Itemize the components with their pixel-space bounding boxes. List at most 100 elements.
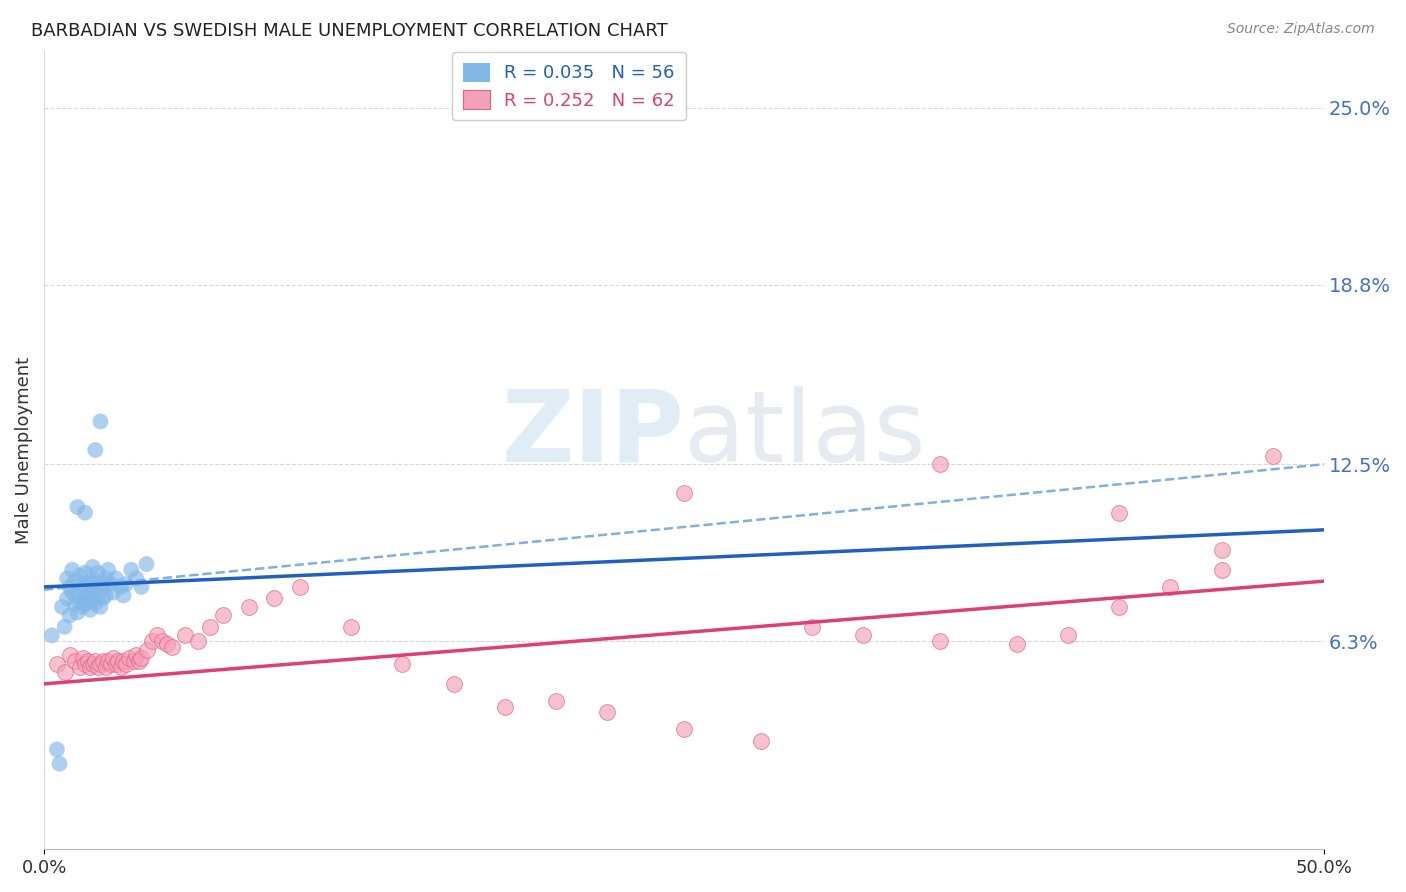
Point [84, 574, 107, 589]
Point [128, 654, 150, 668]
Point [141, 634, 163, 648]
Point [200, 620, 222, 634]
Point [263, 591, 285, 606]
Point [59, 580, 82, 594]
Point [117, 651, 139, 665]
Point [91, 654, 114, 668]
Point [1108, 599, 1130, 614]
Point [115, 577, 138, 591]
Point [91, 577, 114, 591]
Point [104, 571, 127, 585]
Point [494, 699, 516, 714]
Point [160, 640, 183, 654]
Point [1211, 563, 1233, 577]
Point [1159, 580, 1181, 594]
Point [1057, 628, 1080, 642]
Point [79, 574, 101, 589]
Point [110, 659, 132, 673]
Point [125, 571, 148, 585]
Point [94, 589, 117, 603]
Point [63, 574, 86, 589]
Point [66, 606, 89, 620]
Point [120, 563, 142, 577]
Point [75, 506, 97, 520]
Point [76, 580, 98, 594]
Point [929, 634, 952, 648]
Point [56, 571, 79, 585]
Point [852, 628, 875, 642]
Point [1108, 506, 1130, 520]
Point [89, 414, 111, 428]
Point [929, 457, 952, 471]
Point [131, 580, 153, 594]
Point [56, 591, 79, 606]
Point [1261, 449, 1284, 463]
Point [145, 628, 167, 642]
Legend: R = 0.035   N = 56, R = 0.252   N = 62: R = 0.035 N = 56, R = 0.252 N = 62 [451, 52, 686, 120]
Point [53, 620, 76, 634]
Point [340, 620, 363, 634]
Point [75, 566, 97, 580]
Point [82, 657, 104, 671]
Point [135, 642, 157, 657]
Point [41, 628, 63, 642]
Point [60, 563, 83, 577]
Point [45, 742, 67, 756]
Point [89, 580, 111, 594]
Point [53, 665, 76, 680]
Point [76, 591, 98, 606]
Point [89, 657, 111, 671]
Point [89, 599, 111, 614]
Point [288, 580, 311, 594]
Point [79, 603, 101, 617]
Point [84, 597, 107, 611]
Point [673, 723, 696, 737]
Point [115, 657, 138, 671]
Point [75, 597, 97, 611]
Point [45, 657, 67, 671]
Point [110, 580, 132, 594]
Point [75, 585, 97, 599]
Point [156, 637, 179, 651]
Point [84, 654, 107, 668]
Point [212, 608, 235, 623]
Point [443, 677, 465, 691]
Point [69, 568, 91, 582]
Point [87, 659, 110, 673]
Point [76, 654, 98, 668]
Point [60, 585, 83, 599]
Point [66, 589, 89, 603]
Point [749, 734, 772, 748]
Point [79, 659, 101, 673]
Point [150, 634, 173, 648]
Point [97, 563, 120, 577]
Point [69, 659, 91, 673]
Point [66, 500, 89, 514]
Point [1211, 542, 1233, 557]
Point [91, 591, 114, 606]
Point [69, 594, 91, 608]
Point [125, 648, 148, 663]
Point [72, 577, 94, 591]
Point [544, 694, 567, 708]
Text: Source: ZipAtlas.com: Source: ZipAtlas.com [1227, 22, 1375, 37]
Point [87, 589, 110, 603]
Text: atlas: atlas [685, 385, 925, 483]
Point [59, 648, 82, 663]
Point [94, 571, 117, 585]
Point [75, 657, 97, 671]
Point [48, 756, 70, 771]
Point [112, 589, 135, 603]
Point [59, 608, 82, 623]
Point [63, 597, 86, 611]
Point [673, 485, 696, 500]
Text: ZIP: ZIP [501, 385, 685, 483]
Point [84, 442, 107, 457]
Point [174, 628, 197, 642]
Point [131, 651, 153, 665]
Point [100, 577, 122, 591]
Point [1005, 637, 1028, 651]
Point [596, 706, 619, 720]
Point [391, 657, 413, 671]
Point [801, 620, 824, 634]
